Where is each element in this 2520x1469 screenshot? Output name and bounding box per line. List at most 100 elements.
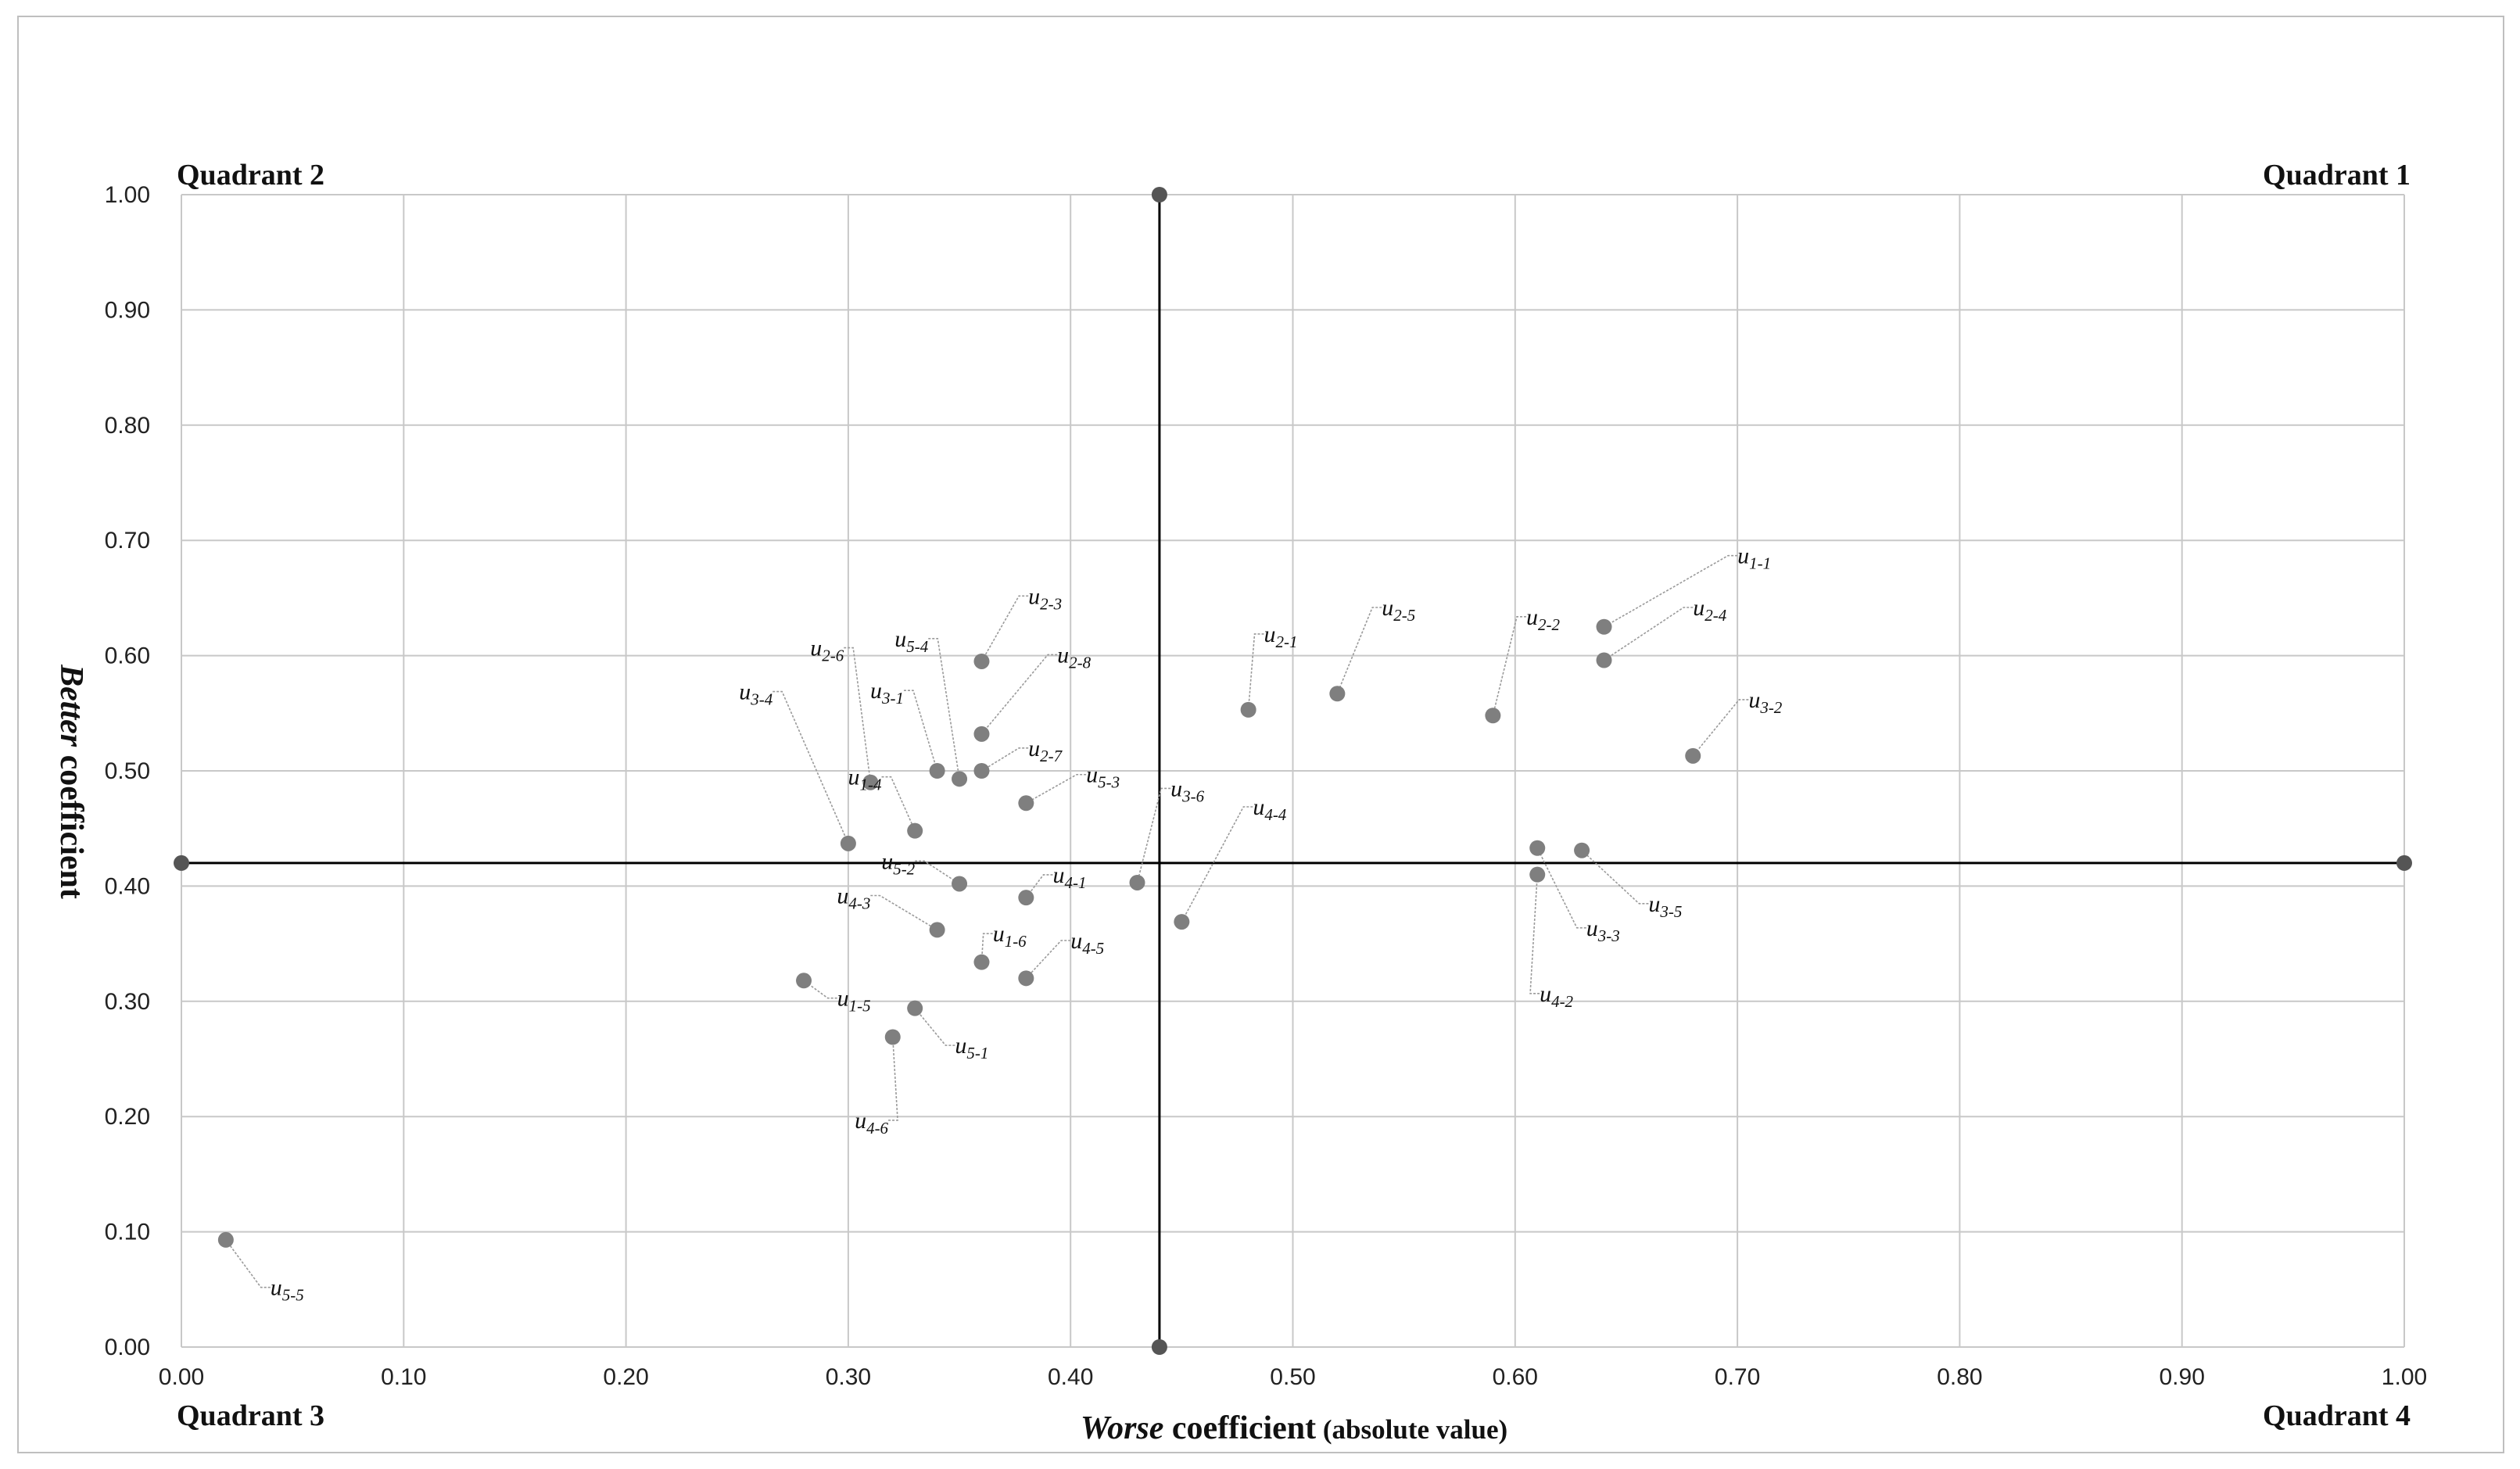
leader-line: [981, 747, 1029, 772]
leader-line: [803, 980, 837, 999]
leader-line: [1136, 787, 1171, 883]
data-point: [1018, 970, 1034, 987]
divider-endpoint: [2396, 855, 2412, 871]
leader-line: [1025, 773, 1087, 804]
data-point: [1529, 840, 1546, 856]
leader-line: [1692, 699, 1749, 757]
point-label: u3-1: [870, 678, 904, 708]
point-label: u2-8: [1057, 642, 1091, 672]
data-point: [840, 835, 856, 851]
x-tick-label: 0.40: [1048, 1364, 1093, 1390]
data-point: [217, 1231, 234, 1248]
y-tick-label: 0.70: [105, 528, 150, 554]
point-label: u1-4: [848, 765, 882, 794]
quadrant-4-label: Quadrant 4: [2263, 1399, 2411, 1432]
point-label: u5-5: [271, 1275, 304, 1305]
data-point: [952, 771, 968, 787]
leader-line: [772, 690, 849, 844]
point-label: u3-4: [739, 679, 772, 709]
data-point: [1240, 701, 1256, 718]
leader-line: [1492, 616, 1527, 716]
point-label: u3-2: [1748, 687, 1782, 717]
leader-line: [1529, 874, 1540, 994]
x-axis-title-emphasis: Worse: [1081, 1410, 1164, 1446]
grid-lines: [181, 194, 2405, 1348]
leader-line: [844, 647, 872, 783]
x-tick-label: 0.90: [2160, 1364, 2205, 1390]
quadrant-1-label: Quadrant 1: [2263, 159, 2411, 192]
divider-endpoint: [1151, 187, 1167, 202]
data-point: [973, 763, 990, 779]
point-label: u3-6: [1170, 776, 1204, 805]
point-label: u2-2: [1526, 604, 1560, 634]
data-point: [973, 653, 990, 669]
data-point: [907, 1000, 923, 1016]
point-label: u2-3: [1028, 583, 1062, 613]
data-point: [973, 726, 990, 742]
leader-line: [980, 933, 993, 962]
y-axis-title-main: coefficient: [53, 747, 89, 899]
x-tick-label: 0.70: [1715, 1364, 1760, 1390]
x-tick-label: 0.60: [1493, 1364, 1538, 1390]
data-point: [907, 822, 923, 839]
leader-line: [1604, 607, 1694, 661]
x-tick-labels: 0.00 0.10 0.20 0.30 0.40 0.50 0.60 0.70 0.80 0.90…: [159, 1364, 2427, 1390]
y-tick-label: 0.10: [105, 1220, 150, 1245]
data-point: [1485, 708, 1501, 724]
divider-endpoint: [1151, 1339, 1167, 1355]
leader-line: [1536, 847, 1586, 929]
x-axis-title-main: coefficient: [1163, 1410, 1316, 1446]
leader-line: [1025, 874, 1053, 898]
data-point: [796, 973, 812, 989]
x-tick-label: 0.10: [381, 1364, 426, 1390]
point-label: u2-1: [1264, 622, 1298, 651]
leader-line: [914, 1008, 955, 1046]
leader-line: [888, 1037, 898, 1121]
y-tick-label: 0.50: [105, 758, 150, 784]
point-label: u4-3: [837, 883, 870, 913]
leader-line: [225, 1239, 271, 1288]
y-tick-labels: 0.00 0.10 0.20 0.30 0.40 0.50 0.60 0.70 0.80 0.90…: [105, 182, 150, 1360]
data-point: [1329, 686, 1346, 702]
point-label: u4-1: [1052, 862, 1086, 892]
y-axis-title-emphasis: Better: [53, 664, 89, 747]
point-label: u4-2: [1540, 981, 1573, 1011]
data-point: [952, 876, 968, 892]
point-label: u1-6: [993, 921, 1027, 951]
data-points: [217, 618, 1701, 1248]
point-label: u5-3: [1086, 762, 1120, 792]
point-label: u5-4: [894, 626, 928, 656]
leader-line: [980, 654, 1058, 735]
x-axis-title-note: (absolute value): [1316, 1414, 1507, 1445]
leader-line: [1025, 940, 1071, 979]
point-labels: u1-1 u2-4 u3-2 u2-2 u2-5 u2-1 u3-6 u4-4 u3-5 u3-3…: [271, 543, 1783, 1305]
point-label: u4-5: [1070, 928, 1104, 958]
point-label: u4-4: [1253, 794, 1286, 824]
data-point: [884, 1029, 901, 1045]
y-tick-label: 0.40: [105, 873, 150, 899]
point-label: u1-5: [837, 986, 871, 1016]
label-leader-lines: [225, 554, 1749, 1288]
divider-endpoint: [174, 855, 189, 871]
point-label: u2-5: [1382, 595, 1415, 625]
leader-line: [903, 690, 938, 772]
point-label: u5-1: [955, 1033, 988, 1062]
y-tick-label: 0.60: [105, 643, 150, 669]
point-label: u5-2: [881, 848, 915, 878]
x-tick-label: 0.00: [159, 1364, 204, 1390]
x-tick-label: 0.30: [826, 1364, 871, 1390]
data-point: [862, 774, 879, 790]
data-point: [1174, 914, 1190, 930]
data-point: [973, 954, 990, 970]
data-point: [1574, 842, 1590, 858]
x-tick-label: 1.00: [2382, 1364, 2427, 1390]
data-point: [1129, 874, 1145, 890]
point-label: u2-6: [810, 636, 844, 665]
x-tick-label: 0.20: [603, 1364, 648, 1390]
y-tick-label: 0.30: [105, 989, 150, 1015]
data-point: [1018, 795, 1034, 812]
x-tick-label: 0.80: [1937, 1364, 1982, 1390]
leader-line: [1181, 806, 1253, 923]
x-tick-label: 0.50: [1270, 1364, 1315, 1390]
point-label: u3-5: [1648, 891, 1682, 921]
